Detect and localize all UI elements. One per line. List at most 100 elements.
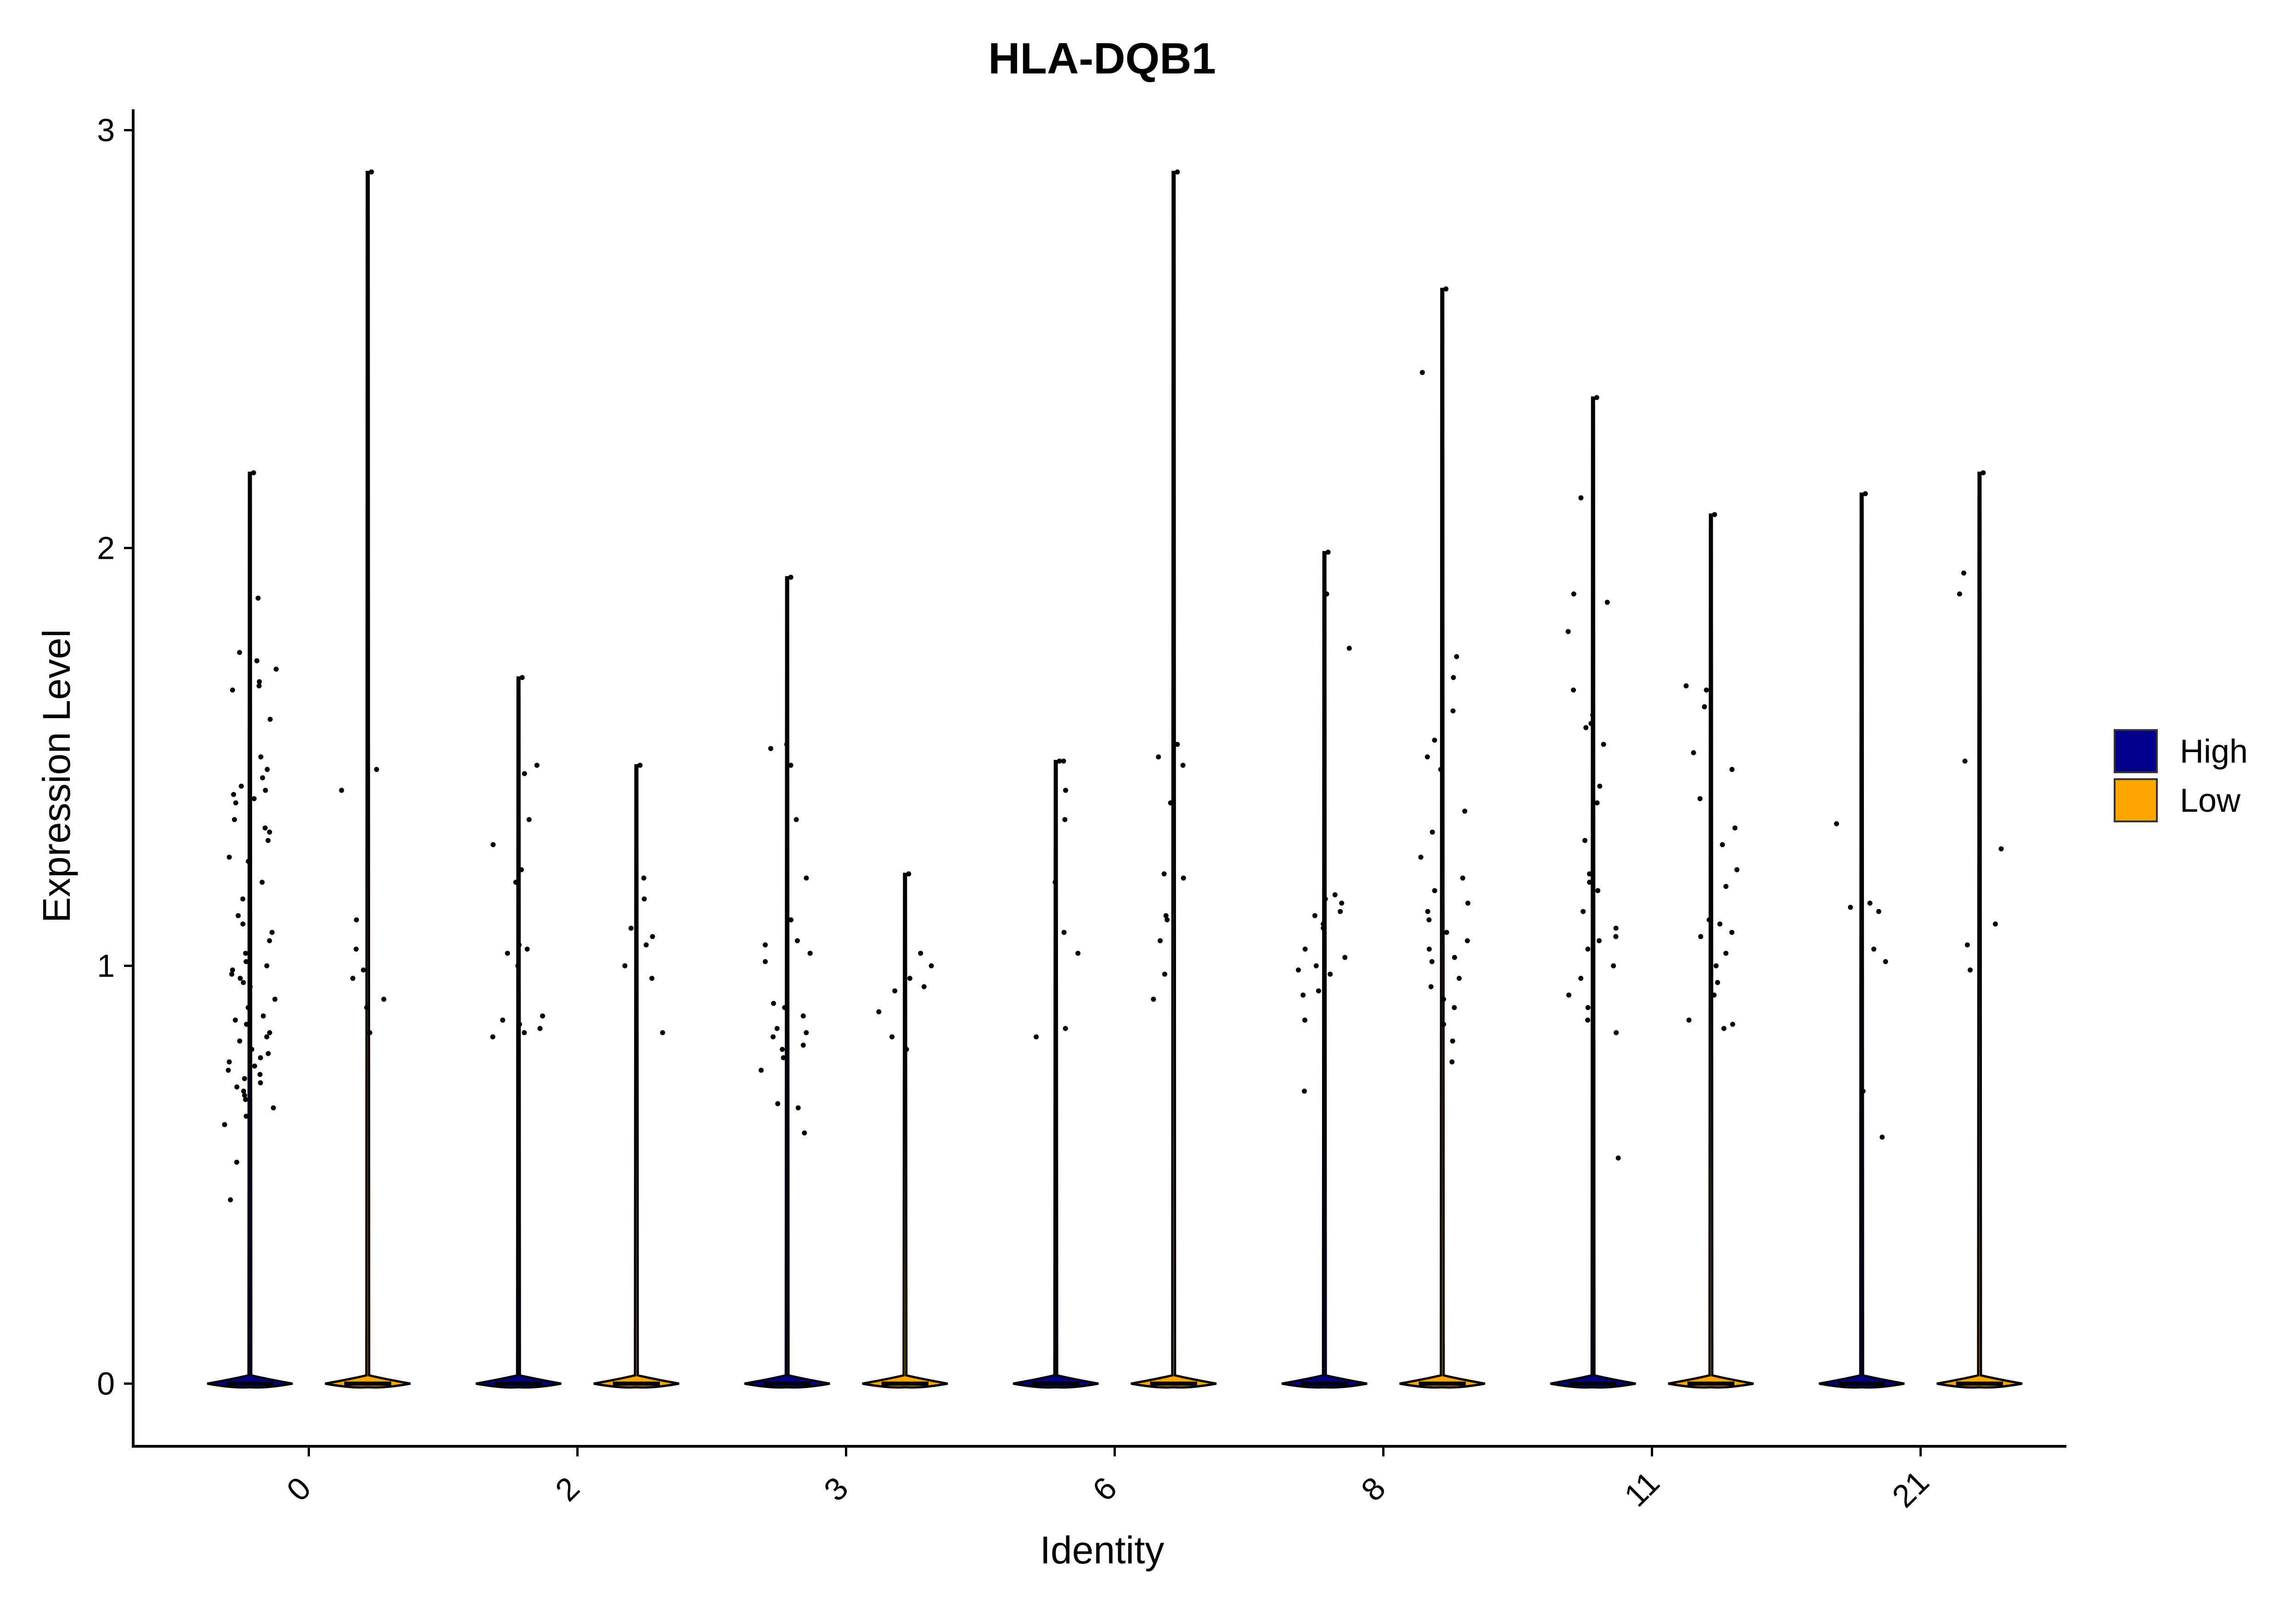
data-point <box>500 1017 506 1023</box>
data-point <box>641 875 647 881</box>
data-point <box>248 984 253 989</box>
data-point <box>1730 1022 1735 1027</box>
data-point <box>265 838 271 843</box>
data-point <box>522 771 527 776</box>
data-point <box>230 967 235 973</box>
data-point <box>807 950 813 956</box>
legend-label-high: High <box>2180 733 2248 770</box>
data-point <box>234 1159 240 1165</box>
legend-swatch-low <box>2114 778 2158 822</box>
data-point <box>1062 817 1068 822</box>
plot-area <box>207 169 2023 1389</box>
data-point <box>258 754 264 759</box>
data-point <box>1587 871 1593 877</box>
data-point <box>1312 913 1317 918</box>
data-point <box>1585 1005 1591 1010</box>
data-point <box>1615 1155 1621 1161</box>
data-point <box>537 1026 543 1031</box>
data-point <box>1880 1135 1885 1140</box>
data-point <box>1452 1005 1457 1010</box>
data-point <box>226 854 232 860</box>
data-point <box>1957 591 1962 597</box>
data-point <box>759 1068 764 1073</box>
violin-high-6 <box>1013 760 1099 1389</box>
data-point <box>1683 683 1689 689</box>
data-point <box>526 817 532 822</box>
data-point <box>1342 955 1348 960</box>
data-point <box>771 1034 776 1039</box>
data-point <box>1346 646 1352 651</box>
data-point <box>243 950 248 956</box>
data-point <box>1449 1059 1455 1065</box>
data-point <box>369 169 374 174</box>
data-point <box>354 946 359 952</box>
data-point <box>272 996 278 1002</box>
data-point <box>257 1072 263 1077</box>
data-point <box>628 926 634 931</box>
data-point <box>515 963 521 968</box>
data-point <box>1465 900 1471 906</box>
data-point <box>264 1034 270 1039</box>
data-point <box>254 658 259 663</box>
data-point <box>237 650 242 655</box>
data-point <box>232 817 237 822</box>
data-point <box>263 787 268 793</box>
data-point <box>260 775 265 781</box>
data-point <box>660 1030 665 1035</box>
data-point <box>622 963 628 968</box>
violin-high-11 <box>1550 396 1636 1389</box>
data-point <box>650 934 655 939</box>
data-point <box>762 942 768 948</box>
data-point <box>354 917 359 922</box>
data-point <box>258 1080 263 1085</box>
data-point <box>1432 737 1437 743</box>
data-point <box>1438 767 1443 772</box>
data-point <box>1075 950 1080 956</box>
data-point <box>1581 909 1586 914</box>
data-point <box>233 800 238 806</box>
x-tick-label: 3 <box>817 1470 855 1508</box>
data-point <box>1175 169 1180 174</box>
data-point <box>1596 938 1602 944</box>
x-ticks: 0 2 3 6 8 11 21 <box>280 1446 1936 1514</box>
data-point <box>265 1051 271 1056</box>
data-point <box>1614 1030 1619 1035</box>
data-point <box>252 1063 257 1069</box>
data-point <box>1686 1017 1692 1023</box>
data-point <box>1734 867 1739 872</box>
data-point <box>270 1105 276 1111</box>
data-point <box>339 787 344 793</box>
data-point <box>360 967 366 973</box>
data-point <box>904 1047 909 1052</box>
violin-low-21 <box>1936 472 2023 1389</box>
data-point <box>374 767 379 772</box>
data-point <box>1698 934 1704 939</box>
data-point <box>774 1026 780 1031</box>
data-point <box>229 972 235 977</box>
data-point <box>1871 946 1877 952</box>
data-point <box>517 1022 522 1027</box>
x-axis-title: Identity <box>1040 1528 1165 1572</box>
data-point <box>241 980 246 985</box>
data-point <box>257 679 262 685</box>
data-point <box>258 1055 263 1061</box>
data-point <box>1565 629 1571 634</box>
data-point <box>1444 930 1449 935</box>
data-point <box>1998 846 2004 852</box>
x-tick-label: 21 <box>1885 1464 1936 1514</box>
data-point <box>800 1013 806 1019</box>
data-point <box>1465 938 1470 944</box>
data-point <box>242 1093 248 1098</box>
data-point <box>1595 888 1601 893</box>
data-point <box>1061 930 1067 935</box>
data-point <box>1961 570 1966 576</box>
data-point <box>1450 708 1456 714</box>
data-point <box>490 842 496 848</box>
data-point <box>505 950 510 956</box>
data-point <box>1432 888 1437 893</box>
x-tick-label: 2 <box>548 1470 586 1508</box>
violin-low-0 <box>325 171 411 1389</box>
data-point <box>1161 871 1167 877</box>
data-point <box>1158 938 1163 944</box>
legend: High Low <box>2114 729 2248 822</box>
